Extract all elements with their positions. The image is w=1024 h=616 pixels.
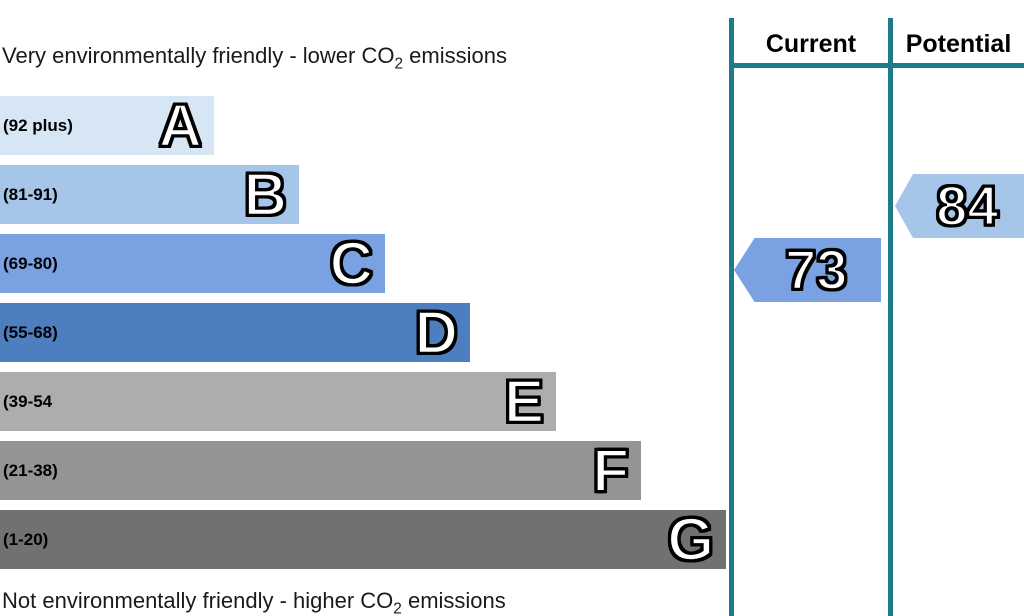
band-row-d: (55-68) D [0,298,470,366]
header-underline [729,63,1024,68]
band-letter: C [328,229,374,297]
band-row-a: (92 plus) A [0,91,214,159]
top-caption-suffix: emissions [403,43,507,68]
band-row-f: (21-38) F [0,436,641,504]
current-column-divider [729,18,734,616]
band-row-e: (39-54 E [0,367,556,435]
current-column-header: Current [765,30,857,58]
potential-column-header: Potential [905,30,1012,58]
co2-subscript: 2 [393,600,402,616]
top-caption: Very environmentally friendly - lower CO… [2,43,507,73]
band-row-g: (1-20) G [0,505,726,573]
band-range-label: (21-38) [3,460,58,480]
co2-subscript: 2 [394,55,404,73]
bottom-caption-text: Not environmentally friendly - higher CO [2,588,394,613]
band-row-c: (69-80) C [0,229,385,297]
current-arrow: 73 [734,238,881,302]
bottom-caption-suffix: emissions [401,588,506,613]
band-letter: E [503,367,546,435]
potential-arrow: 84 [895,174,1024,238]
band-letter: G [666,505,715,573]
band-row-b: (81-91) B [0,160,299,228]
band-letter: A [157,91,203,159]
band-range-label: (55-68) [3,322,58,342]
band-range-label: (39-54 [3,391,53,411]
potential-column-divider [888,18,893,616]
band-range-label: (1-20) [3,529,49,549]
top-caption-text: Very environmentally friendly - lower CO [2,43,395,68]
band-range-label: (92 plus) [3,115,73,135]
band-letter: B [242,160,288,228]
band-range-label: (81-91) [3,184,58,204]
current-value: 73 [784,238,849,301]
bottom-caption: Not environmentally friendly - higher CO… [2,588,506,616]
band-letter: D [413,298,459,366]
band-letter: F [591,436,630,504]
potential-value: 84 [935,174,1000,237]
band-range-label: (69-80) [3,253,58,273]
